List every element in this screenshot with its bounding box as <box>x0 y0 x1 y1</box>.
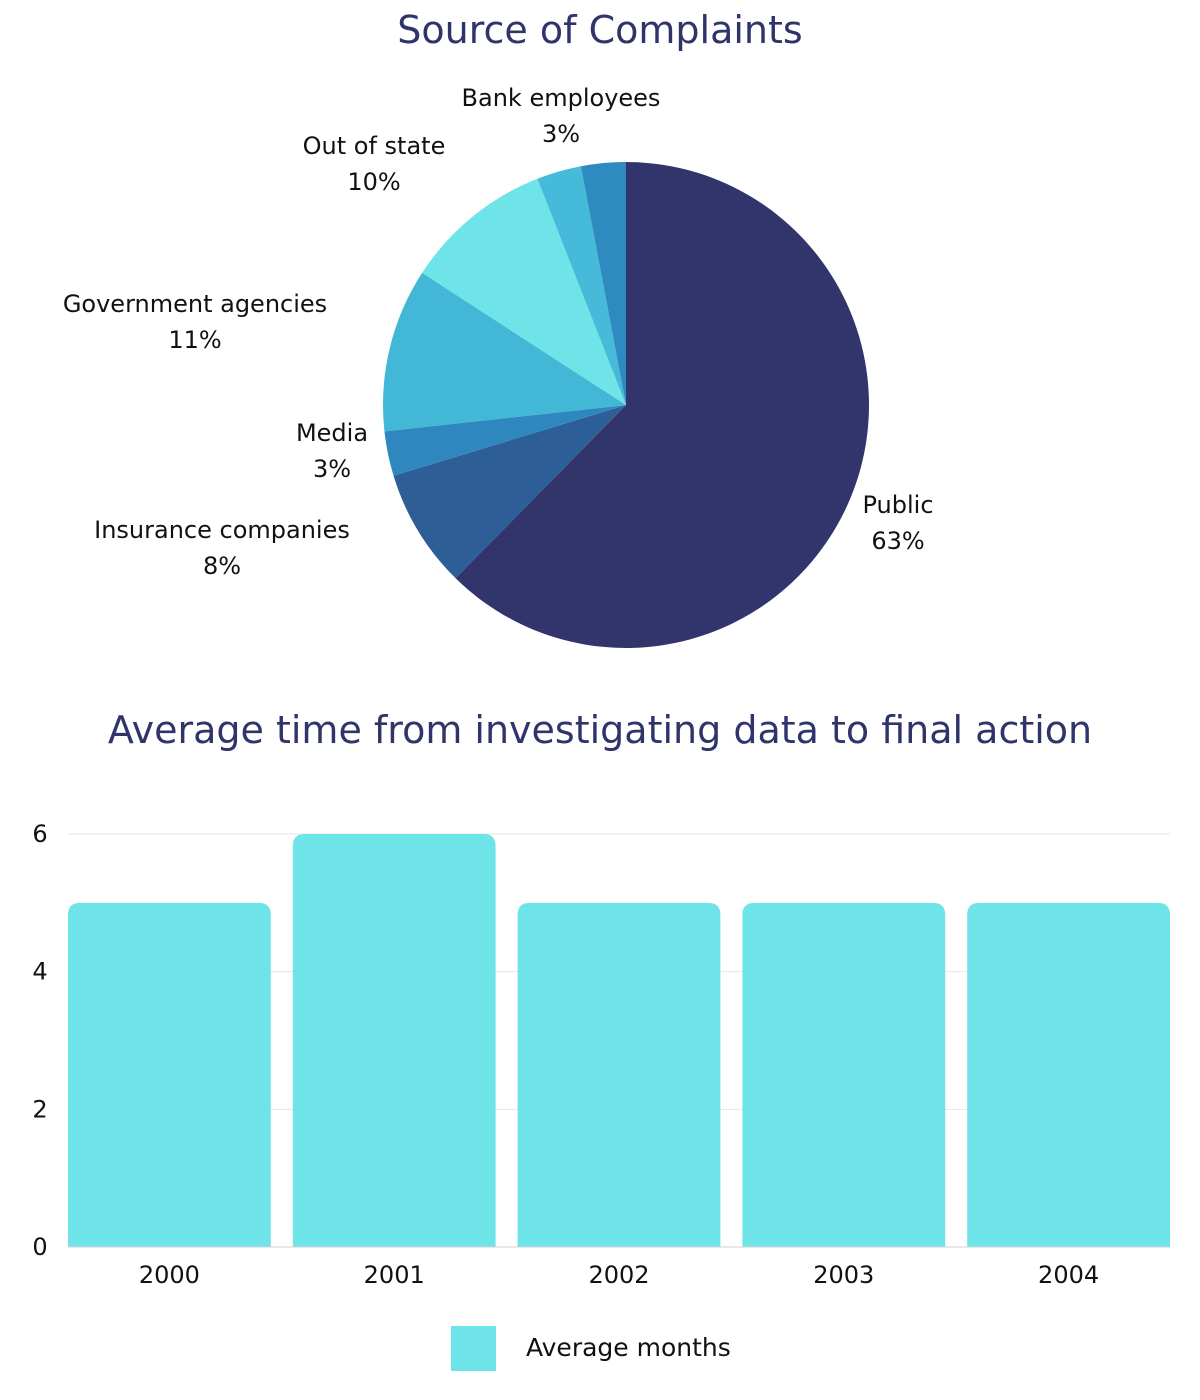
pie-slice <box>422 178 626 405</box>
pie-slice-value: 3% <box>313 455 351 483</box>
bar-chart: 0 2 4 6 2000 2001 2002 2003 2004 Average months <box>32 820 1170 1371</box>
pie-slice-value: 11% <box>168 326 221 354</box>
y-tick-label: 0 <box>32 1233 47 1261</box>
bar <box>68 902 271 1247</box>
pie-slice <box>384 405 626 476</box>
x-tick-label: 2004 <box>1038 1261 1099 1289</box>
x-tick-label: 2002 <box>588 1261 649 1289</box>
bar-chart-title: Average time from investigating data to … <box>107 708 1093 752</box>
y-tick-label: 2 <box>32 1095 47 1123</box>
pie-slice-label: Media <box>296 419 368 447</box>
pie-chart: Public 63% Insurance companies 8% Media 3% Gov… <box>63 84 934 648</box>
pie-slice-label: Government agencies <box>63 290 327 318</box>
x-tick-label: 2003 <box>813 1261 874 1289</box>
x-tick-label: 2001 <box>364 1261 425 1289</box>
legend-swatch <box>451 1326 496 1371</box>
pie-slice <box>383 272 626 432</box>
pie-slice-value: 63% <box>871 527 924 555</box>
bar <box>517 902 721 1247</box>
bar <box>967 902 1170 1247</box>
pie-chart-title: Source of Complaints <box>397 8 803 52</box>
pie-slice <box>455 162 869 648</box>
pie-slice-label: Public <box>862 491 933 519</box>
y-tick-label: 4 <box>32 958 47 986</box>
pie-slice-value: 3% <box>542 120 580 148</box>
pie-slice <box>393 405 626 579</box>
pie-slice <box>537 166 626 405</box>
bar <box>742 902 946 1247</box>
pie-slice-label: Bank employees <box>462 84 661 112</box>
pie-slice <box>580 162 626 405</box>
pie-slice-value: 8% <box>203 552 241 580</box>
x-tick-label: 2000 <box>139 1261 200 1289</box>
pie-slice-label: Insurance companies <box>94 516 350 544</box>
bar <box>292 834 496 1247</box>
pie-slice-label: Out of state <box>303 132 446 160</box>
pie-slice-value: 10% <box>347 168 400 196</box>
y-tick-label: 6 <box>32 820 47 848</box>
legend-label: Average months <box>526 1333 731 1362</box>
